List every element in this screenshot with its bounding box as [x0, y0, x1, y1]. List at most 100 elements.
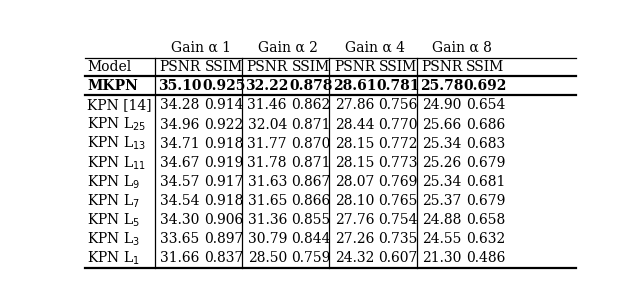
Text: 24.32: 24.32 [335, 251, 374, 265]
Text: 0.759: 0.759 [291, 251, 331, 265]
Text: 31.77: 31.77 [248, 137, 287, 151]
Text: PSNR: PSNR [246, 60, 288, 74]
Text: 28.44: 28.44 [335, 118, 374, 132]
Text: KPN L$_{3}$: KPN L$_{3}$ [87, 231, 140, 248]
Text: 0.855: 0.855 [291, 213, 330, 227]
Text: 25.34: 25.34 [422, 175, 461, 189]
Text: 31.63: 31.63 [248, 175, 287, 189]
Text: 34.71: 34.71 [160, 137, 200, 151]
Text: 27.86: 27.86 [335, 98, 374, 112]
Text: 0.773: 0.773 [378, 156, 418, 170]
Text: 0.754: 0.754 [378, 213, 418, 227]
Text: 28.15: 28.15 [335, 156, 374, 170]
Text: KPN L$_{5}$: KPN L$_{5}$ [87, 211, 140, 229]
Text: KPN L$_{13}$: KPN L$_{13}$ [87, 135, 146, 152]
Text: 25.66: 25.66 [422, 118, 461, 132]
Text: KPN L$_{9}$: KPN L$_{9}$ [87, 173, 140, 191]
Text: 0.918: 0.918 [204, 137, 243, 151]
Text: 0.683: 0.683 [466, 137, 505, 151]
Text: Gain α 1: Gain α 1 [170, 41, 230, 55]
Text: 0.770: 0.770 [378, 118, 418, 132]
Text: 32.04: 32.04 [248, 118, 287, 132]
Text: 34.67: 34.67 [160, 156, 200, 170]
Text: 0.769: 0.769 [378, 175, 418, 189]
Text: 28.61: 28.61 [333, 79, 376, 93]
Text: 0.914: 0.914 [204, 98, 243, 112]
Text: 34.54: 34.54 [160, 194, 200, 208]
Text: 28.50: 28.50 [248, 251, 287, 265]
Text: SSIM: SSIM [292, 60, 330, 74]
Text: 31.36: 31.36 [248, 213, 287, 227]
Text: Gain α 8: Gain α 8 [433, 41, 492, 55]
Text: 30.79: 30.79 [248, 232, 287, 246]
Text: 34.96: 34.96 [160, 118, 200, 132]
Text: 0.632: 0.632 [466, 232, 505, 246]
Text: 25.26: 25.26 [422, 156, 461, 170]
Text: 0.692: 0.692 [464, 79, 507, 93]
Text: 28.07: 28.07 [335, 175, 374, 189]
Text: 0.866: 0.866 [291, 194, 330, 208]
Text: 34.30: 34.30 [160, 213, 200, 227]
Text: 0.486: 0.486 [466, 251, 505, 265]
Text: 0.756: 0.756 [378, 98, 418, 112]
Text: 31.46: 31.46 [248, 98, 287, 112]
Text: KPN L$_{1}$: KPN L$_{1}$ [87, 250, 140, 267]
Text: 25.78: 25.78 [420, 79, 463, 93]
Text: 28.10: 28.10 [335, 194, 374, 208]
Text: 34.28: 34.28 [160, 98, 200, 112]
Text: 31.65: 31.65 [248, 194, 287, 208]
Text: 25.37: 25.37 [422, 194, 461, 208]
Text: 0.871: 0.871 [291, 156, 331, 170]
Text: 35.10: 35.10 [158, 79, 202, 93]
Text: Gain α 2: Gain α 2 [258, 41, 318, 55]
Text: 0.922: 0.922 [204, 118, 243, 132]
Text: 0.781: 0.781 [376, 79, 420, 93]
Text: SSIM: SSIM [379, 60, 417, 74]
Text: 0.919: 0.919 [204, 156, 243, 170]
Text: 32.22: 32.22 [246, 79, 289, 93]
Text: 31.66: 31.66 [160, 251, 200, 265]
Text: 28.15: 28.15 [335, 137, 374, 151]
Text: 0.867: 0.867 [291, 175, 331, 189]
Text: 0.917: 0.917 [204, 175, 243, 189]
Text: 34.57: 34.57 [160, 175, 200, 189]
Text: 21.30: 21.30 [422, 251, 461, 265]
Text: 0.862: 0.862 [291, 98, 330, 112]
Text: KPN L$_{11}$: KPN L$_{11}$ [87, 154, 146, 171]
Text: 27.26: 27.26 [335, 232, 374, 246]
Text: 0.686: 0.686 [466, 118, 505, 132]
Text: 0.735: 0.735 [378, 232, 418, 246]
Text: 0.844: 0.844 [291, 232, 331, 246]
Text: 0.897: 0.897 [204, 232, 243, 246]
Text: SSIM: SSIM [204, 60, 243, 74]
Text: 0.607: 0.607 [378, 251, 418, 265]
Text: 0.765: 0.765 [378, 194, 418, 208]
Text: 0.870: 0.870 [291, 137, 331, 151]
Text: 0.654: 0.654 [466, 98, 505, 112]
Text: KPN L$_{7}$: KPN L$_{7}$ [87, 192, 140, 210]
Text: KPN L$_{25}$: KPN L$_{25}$ [87, 116, 146, 133]
Text: KPN [14]: KPN [14] [87, 98, 152, 112]
Text: 24.90: 24.90 [422, 98, 461, 112]
Text: Gain α 4: Gain α 4 [345, 41, 405, 55]
Text: 0.837: 0.837 [204, 251, 243, 265]
Text: MKPN: MKPN [87, 79, 138, 93]
Text: PSNR: PSNR [334, 60, 375, 74]
Text: 33.65: 33.65 [160, 232, 200, 246]
Text: 0.679: 0.679 [466, 156, 505, 170]
Text: PSNR: PSNR [421, 60, 463, 74]
Text: 0.772: 0.772 [378, 137, 418, 151]
Text: 0.681: 0.681 [466, 175, 505, 189]
Text: PSNR: PSNR [159, 60, 200, 74]
Text: 24.88: 24.88 [422, 213, 461, 227]
Text: 0.918: 0.918 [204, 194, 243, 208]
Text: 0.878: 0.878 [289, 79, 333, 93]
Text: 0.925: 0.925 [202, 79, 245, 93]
Text: Model: Model [87, 60, 131, 74]
Text: 0.906: 0.906 [204, 213, 243, 227]
Text: 24.55: 24.55 [422, 232, 461, 246]
Text: 27.76: 27.76 [335, 213, 374, 227]
Text: 0.679: 0.679 [466, 194, 505, 208]
Text: 0.658: 0.658 [466, 213, 505, 227]
Text: 31.78: 31.78 [248, 156, 287, 170]
